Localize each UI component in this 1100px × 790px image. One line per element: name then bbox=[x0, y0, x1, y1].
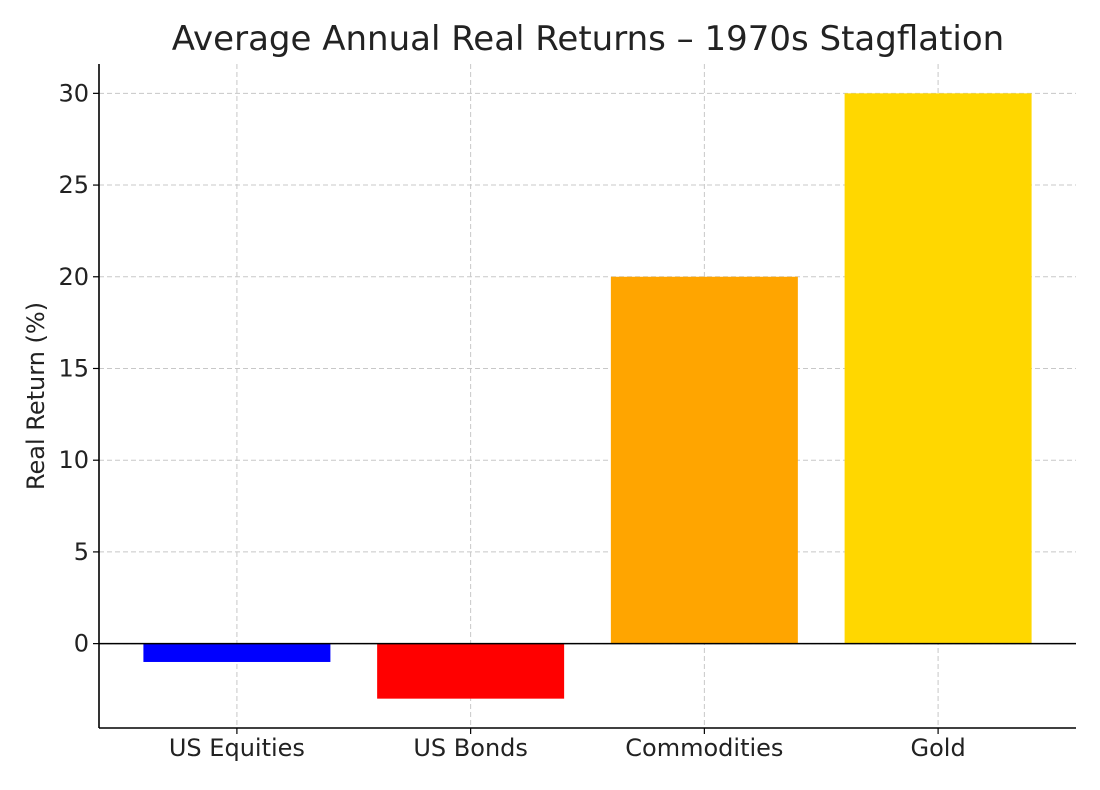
y-tick-label: 15 bbox=[58, 354, 89, 382]
y-tick-label: 10 bbox=[58, 446, 89, 474]
y-tick-label: 5 bbox=[74, 538, 89, 566]
y-tick-label: 20 bbox=[58, 263, 89, 291]
chart-title: Average Annual Real Returns – 1970s Stag… bbox=[172, 19, 1004, 59]
x-tick-label: US Equities bbox=[169, 734, 305, 762]
y-tick-label: 30 bbox=[58, 79, 89, 107]
x-tick-label: Commodities bbox=[625, 734, 783, 762]
y-tick-label: 25 bbox=[58, 171, 89, 199]
x-tick-label: Gold bbox=[911, 734, 966, 762]
bar-us-bonds bbox=[377, 643, 565, 699]
axes: 0 5 10 15 20 25 30 US Equities US Bonds Commoditi… bbox=[58, 64, 1076, 762]
bar-gold bbox=[844, 93, 1032, 644]
y-axis-label: Real Return (%) bbox=[22, 302, 50, 490]
y-tick-label: 0 bbox=[74, 630, 89, 658]
bar-us-equities bbox=[143, 643, 331, 662]
x-tick-label: US Bonds bbox=[413, 734, 528, 762]
bars bbox=[143, 93, 1032, 699]
bar-commodities bbox=[610, 276, 798, 644]
